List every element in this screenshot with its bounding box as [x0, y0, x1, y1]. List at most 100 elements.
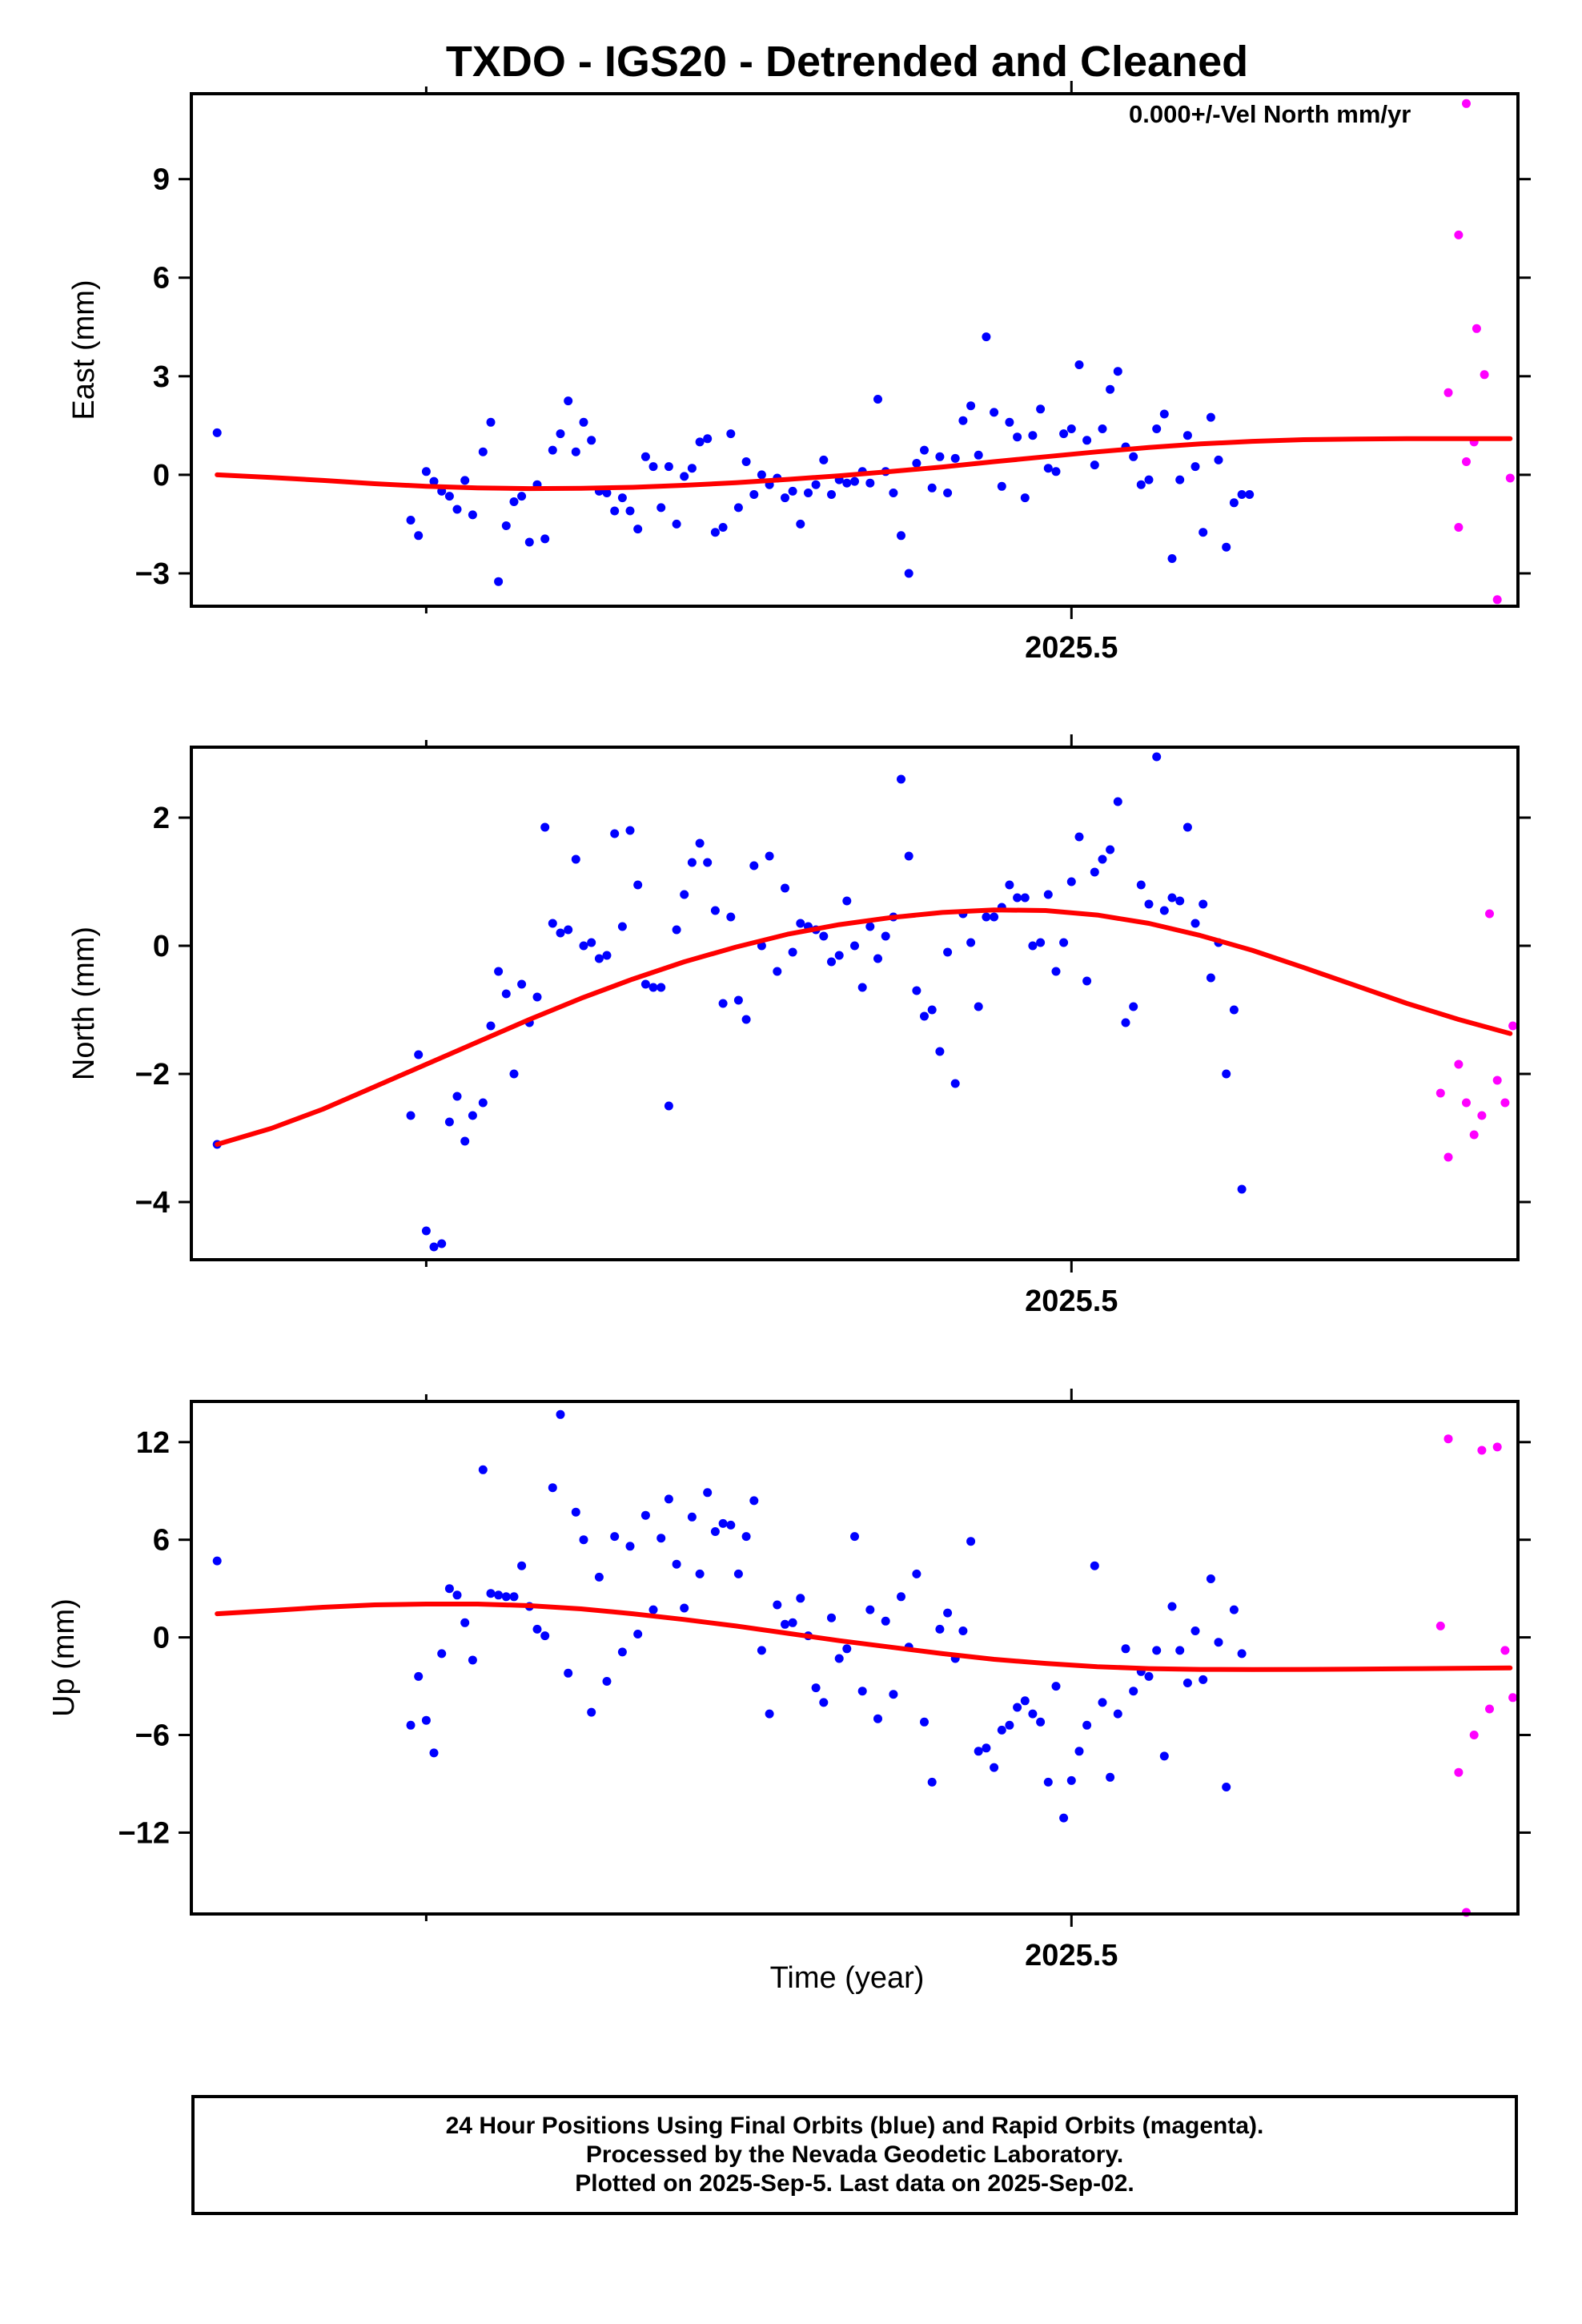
- north-final-point: [927, 1005, 937, 1015]
- north-final-point: [602, 951, 612, 960]
- caption-line-1: 24 Hour Positions Using Final Orbits (bl…: [445, 2113, 1264, 2139]
- up-final-point: [548, 1483, 557, 1493]
- up-final-point: [974, 1747, 983, 1756]
- north-y-axis-label: North (mm): [67, 927, 101, 1080]
- east-final-point: [579, 417, 588, 427]
- north-final-point: [478, 1098, 488, 1108]
- north-final-point: [974, 1002, 983, 1011]
- east-final-point: [548, 445, 557, 455]
- east-final-point: [564, 396, 573, 406]
- up-final-point: [819, 1698, 829, 1707]
- up-final-point: [429, 1748, 439, 1758]
- east-final-point: [1051, 467, 1061, 476]
- north-final-point: [1191, 919, 1200, 928]
- up-final-point: [1167, 1602, 1177, 1611]
- north-final-point: [912, 986, 921, 995]
- caption-line-3: Plotted on 2025-Sep-5. Last data on 2025…: [575, 2170, 1134, 2197]
- north-final-point: [1229, 1005, 1239, 1015]
- east-final-point: [958, 416, 968, 425]
- up-final-point: [421, 1715, 431, 1725]
- north-final-point: [1020, 893, 1030, 903]
- east-final-point: [1059, 429, 1069, 439]
- up-final-point: [633, 1630, 643, 1638]
- up-rapid-point: [1469, 1731, 1479, 1739]
- east-final-point: [1106, 384, 1115, 394]
- east-final-point: [966, 401, 976, 411]
- east-rapid-point: [1480, 370, 1489, 380]
- up-final-point: [517, 1561, 527, 1570]
- up-final-point: [486, 1589, 496, 1598]
- up-final-point: [726, 1520, 736, 1530]
- up-fit-curve: [215, 1602, 1513, 1672]
- up-final-point: [640, 1510, 650, 1520]
- north-final-point: [710, 906, 720, 915]
- up-final-point: [1113, 1709, 1122, 1719]
- north-rapid-point: [1454, 1059, 1464, 1069]
- up-final-point: [672, 1559, 681, 1569]
- up-final-point: [625, 1542, 635, 1551]
- north-final-point: [680, 890, 689, 899]
- east-final-point: [811, 480, 821, 489]
- up-final-point: [757, 1646, 766, 1655]
- north-final-point: [1090, 867, 1099, 877]
- north-final-point: [834, 951, 844, 960]
- north-final-point: [1167, 893, 1177, 903]
- north-final-point: [587, 938, 596, 947]
- north-rapid-point: [1492, 1076, 1502, 1085]
- up-final-point: [1043, 1777, 1053, 1787]
- north-final-point: [695, 838, 705, 848]
- up-final-point: [579, 1535, 588, 1545]
- east-final-point: [873, 395, 882, 404]
- east-final-point: [444, 492, 454, 501]
- north-final-point: [468, 1111, 477, 1120]
- up-final-point: [648, 1605, 658, 1614]
- east-final-point: [486, 417, 496, 427]
- up-final-point: [834, 1654, 844, 1663]
- east-final-point: [617, 493, 627, 503]
- north-final-point: [881, 931, 890, 941]
- north-final-point: [556, 928, 565, 938]
- north-final-point: [564, 925, 573, 935]
- north-final-point: [943, 947, 953, 957]
- east-final-point: [664, 462, 673, 472]
- east-final-point: [850, 476, 859, 486]
- up-final-point: [935, 1624, 945, 1634]
- north-rapid-point: [1477, 1111, 1487, 1120]
- north-final-point: [460, 1136, 470, 1146]
- up-final-point: [452, 1590, 462, 1600]
- up-final-point: [532, 1624, 542, 1634]
- north-final-point: [1074, 832, 1084, 842]
- north-final-point: [982, 912, 991, 922]
- up-final-point: [827, 1613, 836, 1622]
- up-final-point: [444, 1584, 454, 1594]
- north-final-point: [672, 925, 681, 935]
- north-final-point: [733, 995, 743, 1005]
- north-final-point: [765, 851, 774, 861]
- north-final-point: [571, 854, 580, 864]
- east-final-point: [1182, 431, 1192, 440]
- north-final-point: [718, 999, 728, 1008]
- up-final-point: [1229, 1605, 1239, 1614]
- north-final-point: [950, 1079, 960, 1088]
- east-rapid-point: [1454, 523, 1464, 532]
- up-final-point: [478, 1465, 488, 1474]
- up-final-point: [1028, 1709, 1038, 1719]
- east-final-point: [1245, 490, 1255, 499]
- east-final-point: [1013, 432, 1022, 442]
- north-y-tick-label: −2: [135, 1058, 170, 1092]
- north-rapid-point: [1435, 1088, 1445, 1098]
- east-final-point: [935, 452, 945, 461]
- east-final-point: [741, 457, 751, 466]
- east-final-point: [414, 531, 424, 541]
- east-final-point: [602, 489, 612, 497]
- up-final-point: [1059, 1813, 1069, 1823]
- up-final-point: [695, 1569, 705, 1578]
- up-final-point: [958, 1626, 968, 1635]
- north-final-point: [1113, 797, 1122, 806]
- up-final-point: [687, 1512, 697, 1522]
- east-final-point: [1090, 460, 1099, 470]
- east-y-tick-label: −3: [135, 557, 170, 591]
- east-final-point: [1066, 424, 1076, 433]
- east-rapid-point: [1505, 473, 1515, 483]
- east-final-point: [640, 452, 650, 461]
